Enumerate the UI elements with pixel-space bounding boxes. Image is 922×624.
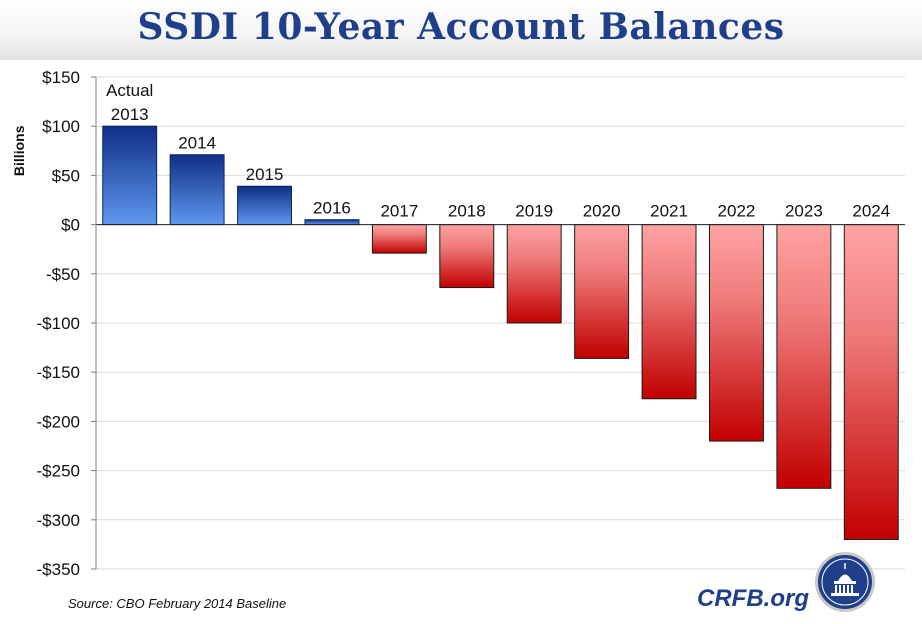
category-label: 2021 bbox=[650, 202, 688, 221]
category-label: 2023 bbox=[785, 202, 823, 221]
bar-2022 bbox=[708, 224, 764, 442]
bar-2014 bbox=[169, 154, 225, 226]
bar-2017 bbox=[371, 224, 427, 254]
category-label: 2016 bbox=[313, 199, 351, 218]
y-tick-label: -$100 bbox=[37, 314, 80, 333]
y-tick-label: -$250 bbox=[37, 462, 80, 481]
bar-2013 bbox=[102, 125, 158, 226]
y-axis-label: Billions bbox=[11, 125, 27, 176]
y-tick-label: -$300 bbox=[37, 511, 80, 530]
category-label: 2018 bbox=[448, 202, 486, 221]
y-tick-label: -$50 bbox=[46, 265, 80, 284]
bar-2018 bbox=[439, 224, 495, 289]
bar-2019 bbox=[506, 224, 562, 324]
bar-annotation: Actual bbox=[106, 81, 153, 100]
category-label: 2020 bbox=[583, 202, 621, 221]
y-tick-label: $100 bbox=[42, 117, 80, 136]
chart-title: SSDI 10-Year Account Balances bbox=[137, 6, 785, 48]
y-tick-label: $50 bbox=[52, 166, 80, 185]
bar-2021 bbox=[641, 224, 697, 400]
bar-2023 bbox=[776, 224, 832, 489]
category-label: 2013 bbox=[111, 105, 149, 124]
bar-2016 bbox=[304, 219, 360, 226]
category-label: 2019 bbox=[515, 202, 553, 221]
crfb-brand-link[interactable]: CRFB.org bbox=[697, 585, 809, 612]
bar-2024 bbox=[843, 224, 899, 540]
category-label: 2024 bbox=[852, 202, 890, 221]
bar-2020 bbox=[574, 224, 630, 359]
bar-chart: $150 $100 $50 $0 -$50 -$100 -$150 -$200 -$250 -$3… bbox=[11, 68, 905, 579]
category-label: 2017 bbox=[380, 202, 418, 221]
y-tick-label: -$350 bbox=[37, 560, 80, 579]
category-label: 2022 bbox=[718, 202, 756, 221]
crfb-seal-logo bbox=[815, 552, 875, 612]
category-label: 2014 bbox=[178, 134, 216, 153]
category-label: 2015 bbox=[246, 165, 284, 184]
y-tick-label: -$150 bbox=[37, 363, 80, 382]
y-tick-label: $0 bbox=[61, 216, 80, 235]
source-note: Source: CBO February 2014 Baseline bbox=[68, 596, 287, 611]
bar-2015 bbox=[237, 185, 293, 226]
y-tick-label: $150 bbox=[42, 68, 80, 87]
y-tick-label: -$200 bbox=[37, 412, 80, 431]
title-band: SSDI 10-Year Account Balances bbox=[0, 0, 922, 60]
